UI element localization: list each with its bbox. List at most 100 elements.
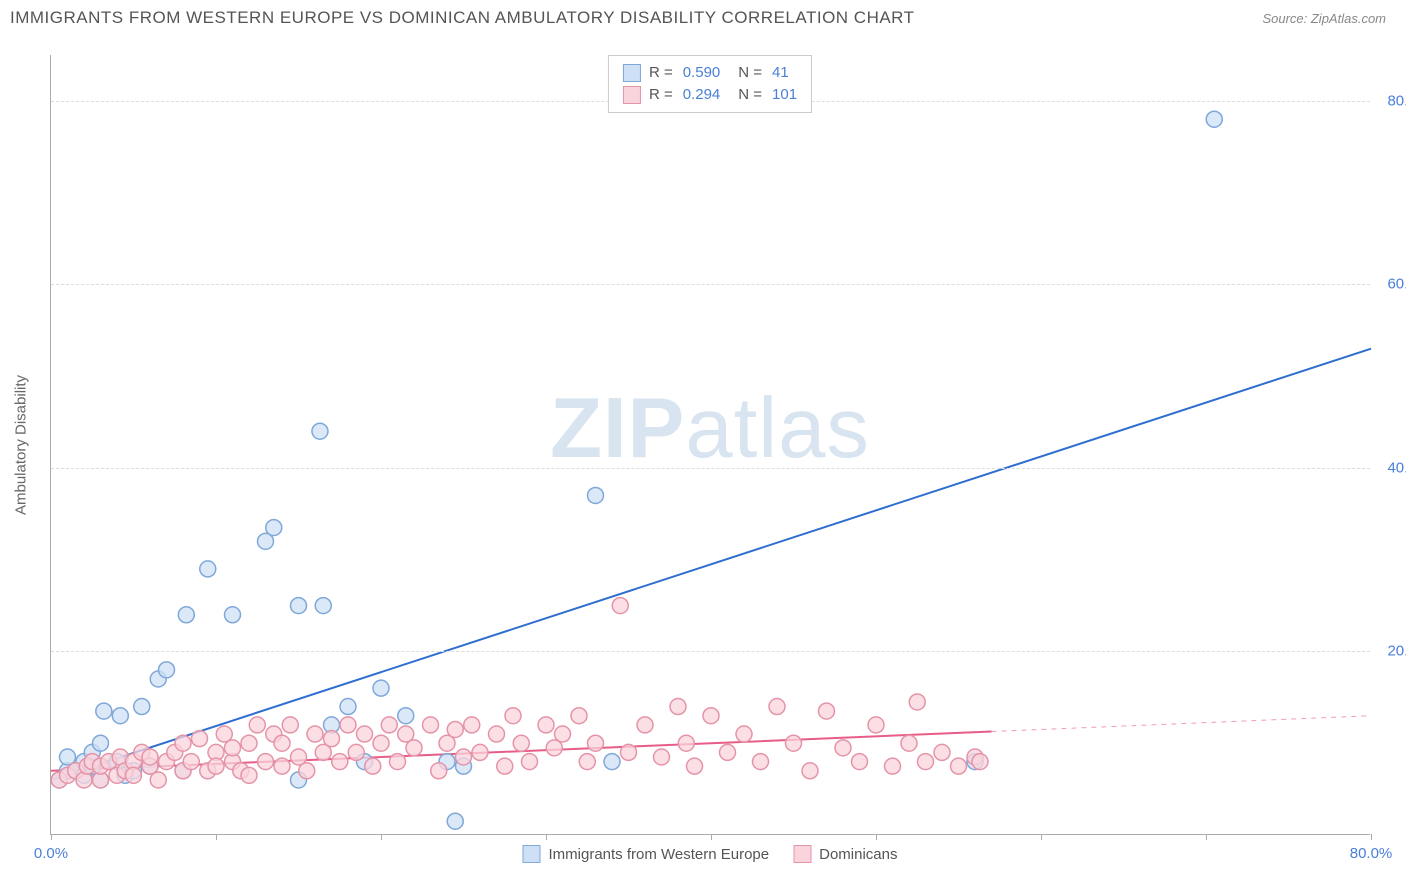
x-tick xyxy=(546,834,547,840)
legend-n-value: 101 xyxy=(772,84,797,106)
data-point xyxy=(96,703,112,719)
data-point xyxy=(307,726,323,742)
legend-n-label: N = xyxy=(738,84,762,106)
data-point xyxy=(687,758,703,774)
data-point xyxy=(571,708,587,724)
data-point xyxy=(291,598,307,614)
data-point xyxy=(274,735,290,751)
data-point xyxy=(588,487,604,503)
data-point xyxy=(315,598,331,614)
data-point xyxy=(753,754,769,770)
data-point xyxy=(299,763,315,779)
data-point xyxy=(208,758,224,774)
data-point xyxy=(241,767,257,783)
legend-n-value: 41 xyxy=(772,62,789,84)
data-point xyxy=(538,717,554,733)
data-point xyxy=(312,423,328,439)
data-point xyxy=(522,754,538,770)
data-point xyxy=(703,708,719,724)
data-point xyxy=(736,726,752,742)
data-point xyxy=(447,813,463,829)
data-point xyxy=(112,708,128,724)
data-point xyxy=(621,744,637,760)
data-point xyxy=(390,754,406,770)
data-point xyxy=(951,758,967,774)
legend-row: R =0.590N =41 xyxy=(623,62,797,84)
legend-r-label: R = xyxy=(649,84,673,106)
correlation-legend: R =0.590N =41R =0.294N =101 xyxy=(608,55,812,113)
y-tick-label: 20.0% xyxy=(1387,643,1406,660)
trend-line-dashed xyxy=(992,716,1372,732)
data-point xyxy=(472,744,488,760)
data-point xyxy=(612,598,628,614)
data-point xyxy=(505,708,521,724)
data-point xyxy=(670,699,686,715)
gridline xyxy=(51,284,1370,285)
bottom-legend-label: Dominicans xyxy=(819,846,897,863)
x-tick-label: 0.0% xyxy=(34,845,68,862)
data-point xyxy=(340,717,356,733)
x-tick xyxy=(51,834,52,840)
x-tick-label: 80.0% xyxy=(1350,845,1393,862)
data-point xyxy=(365,758,381,774)
data-point xyxy=(901,735,917,751)
legend-r-label: R = xyxy=(649,62,673,84)
y-tick-label: 40.0% xyxy=(1387,459,1406,476)
legend-swatch xyxy=(793,845,811,863)
y-tick-label: 80.0% xyxy=(1387,92,1406,109)
x-tick xyxy=(876,834,877,840)
data-point xyxy=(225,740,241,756)
data-point xyxy=(340,699,356,715)
legend-swatch xyxy=(623,86,641,104)
data-point xyxy=(678,735,694,751)
data-point xyxy=(579,754,595,770)
data-point xyxy=(423,717,439,733)
data-point xyxy=(555,726,571,742)
x-tick xyxy=(711,834,712,840)
scatter-svg xyxy=(51,55,1370,834)
data-point xyxy=(489,726,505,742)
legend-r-value: 0.294 xyxy=(683,84,721,106)
data-point xyxy=(637,717,653,733)
x-tick xyxy=(216,834,217,840)
data-point xyxy=(142,749,158,765)
data-point xyxy=(225,607,241,623)
data-point xyxy=(150,772,166,788)
data-point xyxy=(885,758,901,774)
data-point xyxy=(241,735,257,751)
data-point xyxy=(447,721,463,737)
bottom-legend-label: Immigrants from Western Europe xyxy=(548,846,769,863)
data-point xyxy=(266,520,282,536)
data-point xyxy=(654,749,670,765)
x-tick xyxy=(1041,834,1042,840)
data-point xyxy=(819,703,835,719)
data-point xyxy=(786,735,802,751)
data-point xyxy=(258,754,274,770)
data-point xyxy=(126,767,142,783)
legend-swatch xyxy=(522,845,540,863)
data-point xyxy=(373,735,389,751)
data-point xyxy=(348,744,364,760)
data-point xyxy=(282,717,298,733)
data-point xyxy=(934,744,950,760)
data-point xyxy=(200,561,216,577)
data-point xyxy=(497,758,513,774)
data-point xyxy=(324,731,340,747)
y-axis-label: Ambulatory Disability xyxy=(13,374,30,514)
legend-r-value: 0.590 xyxy=(683,62,721,84)
data-point xyxy=(769,699,785,715)
data-point xyxy=(274,758,290,774)
series-legend: Immigrants from Western Europe Dominicans xyxy=(522,845,897,863)
data-point xyxy=(456,749,472,765)
legend-swatch xyxy=(623,64,641,82)
data-point xyxy=(604,754,620,770)
data-point xyxy=(909,694,925,710)
data-point xyxy=(134,699,150,715)
data-point xyxy=(192,731,208,747)
data-point xyxy=(431,763,447,779)
data-point xyxy=(93,735,109,751)
gridline xyxy=(51,651,1370,652)
data-point xyxy=(381,717,397,733)
chart-title: IMMIGRANTS FROM WESTERN EUROPE VS DOMINI… xyxy=(10,8,915,28)
data-point xyxy=(802,763,818,779)
